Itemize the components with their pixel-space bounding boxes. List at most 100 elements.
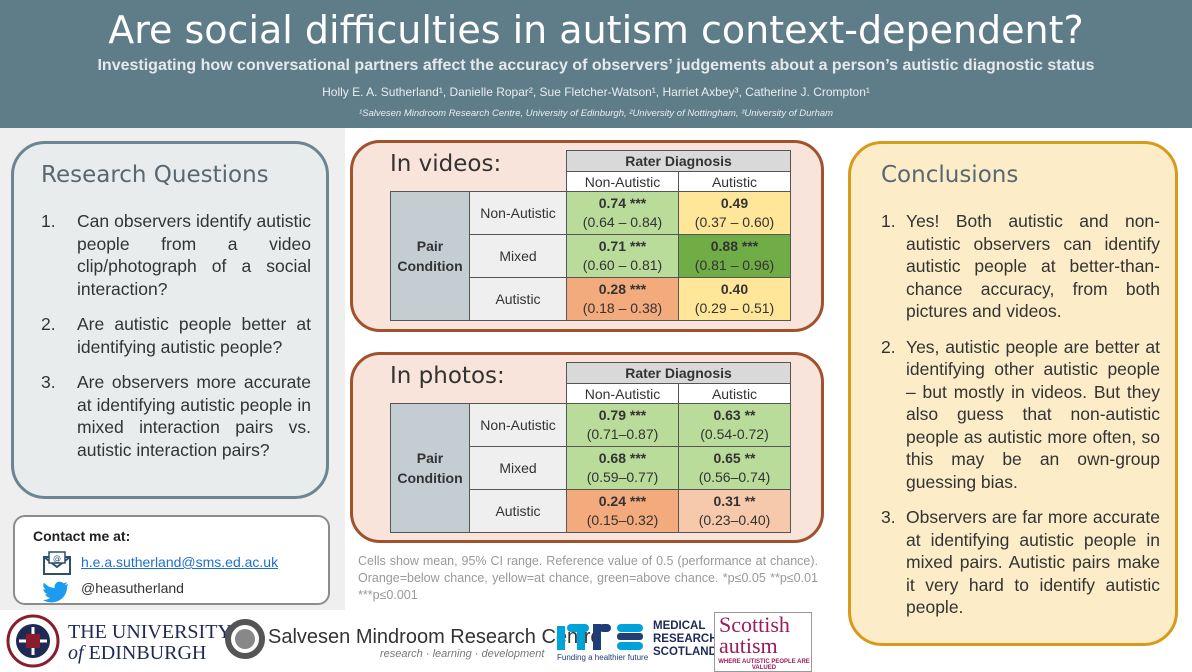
cell-mean: 0.40 [720, 281, 749, 297]
mrs-tagline: Funding a healthier future [557, 653, 649, 662]
twitter-handle[interactable]: @heasutherland [81, 580, 184, 596]
sa-line-2: autism [719, 633, 778, 658]
university-of-edinburgh-logo: THE UNIVERSITY of EDINBURGH [68, 622, 232, 664]
row-label: Non-Autistic [469, 191, 567, 235]
table-cell: 0.68 *** (0.59–0.77) [566, 446, 679, 490]
table-corner [391, 363, 567, 384]
contact-title: Contact me at: [33, 528, 131, 544]
col-header-autistic: Autistic [678, 383, 791, 404]
table-cell: 0.71 *** (0.60 – 0.81) [566, 234, 679, 278]
mrc-line: SCOTLAND [653, 646, 717, 658]
conclusions-list: 1. Yes! Both autistic and non-autistic ob… [881, 210, 1160, 632]
list-item: 3. Observers are far more accurate at ide… [881, 506, 1160, 619]
cell-mean: 0.63 [713, 407, 741, 423]
cell-mean: 0.71 [598, 238, 626, 254]
table-corner [391, 151, 567, 172]
conclusions-title: Conclusions [881, 162, 1019, 188]
row-label: Mixed [469, 446, 567, 490]
cell-ci: (0.54-0.72) [700, 426, 769, 442]
photos-table: Rater Diagnosis Non-Autistic Autistic Pa… [390, 362, 791, 533]
svg-text:@: @ [53, 554, 61, 563]
poster-subtitle: Investigating how conversational partner… [97, 57, 1095, 74]
cell-ci: (0.15–0.32) [586, 512, 659, 528]
uoe-of: of [68, 642, 84, 664]
sa-tagline: WHERE AUTISTIC PEOPLE ARE VALUED [718, 659, 810, 671]
medical-research-scotland-logo: MEDICAL RESEARCH SCOTLAND [653, 620, 718, 659]
cell-ci: (0.37 – 0.60) [694, 214, 775, 230]
smrc-tagline: research · learning · development [380, 648, 545, 660]
mrc-line: MEDICAL [653, 620, 706, 632]
poster-header: Are social difficulties in autism contex… [0, 0, 1192, 128]
cell-sig: *** [629, 407, 647, 423]
cell-sig: *** [629, 450, 647, 466]
rater-diagnosis-header: Rater Diagnosis [566, 362, 791, 384]
item-number: 1. [41, 211, 56, 231]
cell-sig: ** [744, 450, 756, 466]
table-cell: 0.28 *** (0.18 – 0.38) [566, 277, 679, 321]
table-cell: 0.40 (0.29 – 0.51) [678, 277, 791, 321]
item-text: Are observers more accurate at identifyi… [77, 372, 311, 460]
list-item: 1. Can observers identify autistic people… [41, 210, 311, 300]
row-label: Non-Autistic [469, 403, 567, 447]
list-item: 2. Yes, autistic people are better at ide… [881, 336, 1160, 494]
photos-title: In photos: [390, 363, 505, 389]
uoe-line-2: EDINBURGH [88, 642, 207, 664]
research-questions-list: 1. Can observers identify autistic people… [41, 210, 311, 474]
table-corner [391, 384, 567, 404]
cell-sig: ** [744, 407, 756, 423]
university-of-edinburgh-crest-icon [6, 614, 60, 668]
videos-table: Rater Diagnosis Non-Autistic Autistic Pa… [390, 150, 791, 321]
rater-diagnosis-header: Rater Diagnosis [566, 150, 791, 172]
item-text: Are autistic people better at identifyin… [77, 314, 311, 357]
contact-box: Contact me at: @ h.e.a.sutherland@sms.ed… [13, 515, 330, 605]
cell-mean: 0.31 [713, 493, 741, 509]
table-cell: 0.31 ** (0.23–0.40) [678, 489, 791, 533]
item-number: 2. [881, 336, 896, 357]
cell-sig: *** [629, 238, 647, 254]
table-cell: 0.63 ** (0.54-0.72) [678, 403, 791, 447]
logo-bar: THE UNIVERSITY of EDINBURGH Salvesen Min… [0, 610, 812, 672]
scottish-autism-logo: Scottish autism WHERE AUTISTIC PEOPLE AR… [714, 612, 812, 672]
photos-results-panel: In photos: Rater Diagnosis Non-Autistic … [350, 352, 824, 543]
email-icon: @ [43, 551, 71, 575]
row-label: Mixed [469, 234, 567, 278]
cell-ci: (0.71–0.87) [586, 426, 659, 442]
cell-ci: (0.59–0.77) [586, 469, 659, 485]
cell-mean: 0.79 [598, 407, 626, 423]
item-text: Observers are far more accurate at ident… [906, 507, 1160, 617]
row-label: Autistic [469, 489, 567, 533]
table-cell: 0.49 (0.37 – 0.60) [678, 191, 791, 235]
salvesen-mindroom-ring-icon [225, 619, 265, 659]
cell-sig: *** [741, 238, 759, 254]
col-header-autistic: Autistic [678, 171, 791, 192]
affiliations: ¹Salvesen Mindroom Research Centre, Univ… [358, 108, 834, 119]
cell-ci: (0.18 – 0.38) [582, 300, 663, 316]
cell-sig: *** [629, 493, 647, 509]
cell-mean: 0.28 [598, 281, 626, 297]
item-number: 2. [41, 314, 56, 334]
cell-ci: (0.29 – 0.51) [694, 300, 775, 316]
item-number: 3. [41, 372, 56, 392]
list-item: 3. Are observers more accurate at identif… [41, 371, 311, 461]
sa-line-1: Scottish [719, 612, 790, 637]
poster-title: Are social difficulties in autism contex… [108, 8, 1084, 52]
smrc-name: Salvesen Mindroom Research Centre [268, 626, 602, 648]
cell-ci: (0.81 – 0.96) [694, 257, 775, 273]
email-link[interactable]: h.e.a.sutherland@sms.ed.ac.uk [81, 554, 279, 570]
col-header-non-autistic: Non-Autistic [566, 171, 679, 192]
author-list: Holly E. A. Sutherland¹, Danielle Ropar²… [322, 85, 870, 99]
item-text: Can observers identify autistic people f… [77, 211, 311, 299]
cell-mean: 0.88 [710, 238, 738, 254]
research-questions-box: Research Questions 1. Can observers ident… [11, 141, 329, 499]
row-label: Autistic [469, 277, 567, 321]
item-number: 3. [881, 507, 896, 527]
item-text: Yes, autistic people are better at ident… [906, 336, 1160, 492]
mrc-line: RESEARCH [653, 633, 718, 645]
table-cell: 0.88 *** (0.81 – 0.96) [678, 234, 791, 278]
cell-mean: 0.74 [598, 195, 626, 211]
cell-sig: *** [629, 281, 647, 297]
col-header-non-autistic: Non-Autistic [566, 383, 679, 404]
table-footnote: Cells show mean, 95% CI range. Reference… [358, 554, 818, 602]
item-number: 1. [881, 211, 896, 231]
table-cell: 0.24 *** (0.15–0.32) [566, 489, 679, 533]
